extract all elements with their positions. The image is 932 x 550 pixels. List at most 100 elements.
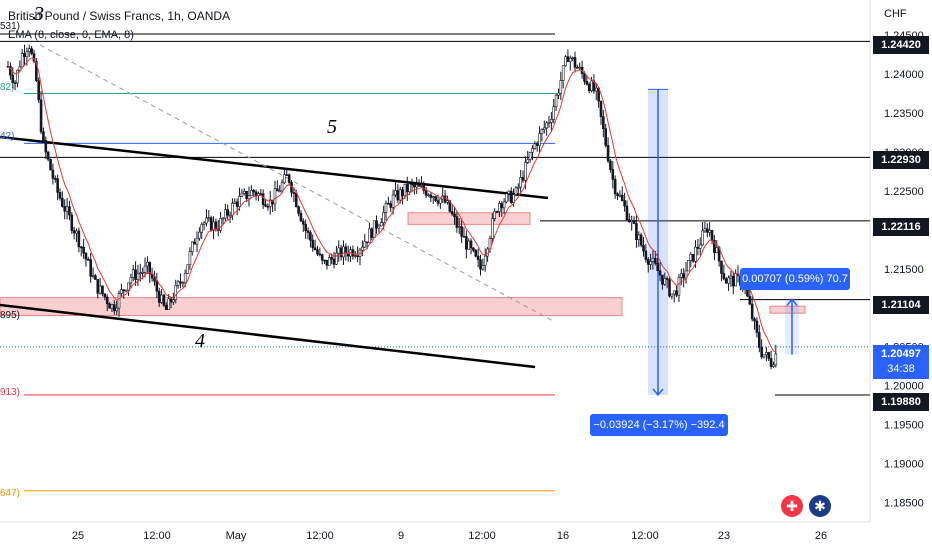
candle-body xyxy=(311,239,315,249)
candle-body xyxy=(356,255,359,257)
candle-body xyxy=(372,220,376,238)
candle-body xyxy=(620,194,624,201)
candle-body xyxy=(96,279,100,294)
candle-body xyxy=(616,193,619,196)
candle-body xyxy=(346,252,350,257)
candle-body xyxy=(20,53,24,68)
candle-body xyxy=(120,289,123,294)
candle-body xyxy=(226,209,230,216)
left-label-2: 82) xyxy=(0,82,15,93)
candle-body xyxy=(37,80,41,101)
candle-body xyxy=(271,199,274,205)
candle-body xyxy=(131,269,135,278)
candle-body xyxy=(698,244,702,249)
bar-countdown: 34:38 xyxy=(887,363,915,375)
candle-body xyxy=(642,244,645,252)
left-label-6: 647) xyxy=(0,488,21,499)
candle-body xyxy=(481,265,485,270)
candle-body xyxy=(174,285,178,300)
candle-body xyxy=(682,273,685,279)
candle-body xyxy=(370,228,374,238)
candle-body xyxy=(115,307,118,312)
candle-body xyxy=(500,203,504,209)
left-label-3: 42) xyxy=(0,131,15,142)
candle-body xyxy=(302,220,305,225)
candle-body xyxy=(141,272,144,274)
candle-body xyxy=(143,265,147,273)
candle-body xyxy=(637,234,641,241)
candle-body xyxy=(294,192,298,208)
candle-body xyxy=(403,184,407,197)
candle-body xyxy=(268,199,272,207)
candle-body xyxy=(429,194,433,198)
candle-body xyxy=(16,69,19,84)
candle-body xyxy=(276,188,279,192)
candle-body xyxy=(70,214,74,231)
candle-body xyxy=(694,246,697,262)
candle-body xyxy=(396,190,400,201)
y-tick-label: 1.21500 xyxy=(884,264,924,276)
candle-body xyxy=(696,246,700,249)
candle-body xyxy=(56,178,59,193)
candle-body xyxy=(691,254,695,262)
candle-body xyxy=(724,278,728,284)
candle-body xyxy=(285,174,289,176)
candle-body xyxy=(405,184,409,193)
candle-body xyxy=(455,216,459,228)
candle-body xyxy=(507,190,511,194)
candle-body xyxy=(113,304,116,312)
candle-body xyxy=(540,129,544,134)
candle-body xyxy=(524,162,527,181)
candle-body xyxy=(571,57,574,59)
candle-body xyxy=(231,202,234,216)
candle-body xyxy=(219,218,222,231)
candle-body xyxy=(18,66,22,71)
y-tick-label: 1.23500 xyxy=(884,108,924,120)
candle-body xyxy=(680,273,683,278)
candle-body xyxy=(514,187,518,195)
measure-label-down[interactable]: −0.03924 (−3.17%) −392.4 xyxy=(590,414,728,436)
candle-body xyxy=(467,240,470,250)
uk-flag-icon[interactable]: ✱ xyxy=(809,495,831,517)
candle-body xyxy=(611,169,615,180)
candle-body xyxy=(469,240,473,249)
price-tag-4: 1.21104 xyxy=(873,296,929,314)
indicator-legend[interactable]: EMA (8, close, 0, EMA, 8) xyxy=(8,29,134,41)
candle-body xyxy=(68,206,71,216)
candle-body xyxy=(384,203,388,213)
measure-label-up[interactable]: 0.00707 (0.59%) 70.7 xyxy=(740,268,850,290)
candle-body xyxy=(129,276,133,284)
candle-body xyxy=(181,282,185,285)
candle-body xyxy=(200,224,204,233)
swiss-flag-icon[interactable]: ✚ xyxy=(781,495,803,517)
candle-body xyxy=(77,230,81,248)
candle-body xyxy=(323,259,326,262)
candle-body xyxy=(594,87,598,92)
candle-body xyxy=(573,57,577,68)
candle-body xyxy=(609,160,612,170)
candle-body xyxy=(186,264,189,274)
candle-body xyxy=(105,296,109,305)
candle-body xyxy=(245,191,248,200)
measure-arrowhead xyxy=(652,388,664,397)
candle-body xyxy=(398,189,402,201)
candle-body xyxy=(552,106,556,120)
candle-body xyxy=(252,190,255,193)
candle-body xyxy=(35,60,38,81)
candle-body xyxy=(483,255,487,266)
candle-body xyxy=(559,80,563,94)
candle-body xyxy=(531,148,534,153)
candle-body xyxy=(568,57,572,63)
candle-body xyxy=(42,131,45,141)
candle-body xyxy=(769,358,773,367)
y-tick-label: 1.18500 xyxy=(884,497,924,509)
candle-body xyxy=(172,299,175,303)
candle-body xyxy=(689,254,693,261)
candle-body xyxy=(89,259,92,277)
candle-body xyxy=(58,192,62,199)
candle-body xyxy=(415,184,419,188)
candle-body xyxy=(363,241,367,248)
candle-body xyxy=(649,261,652,265)
candle-body xyxy=(687,260,690,272)
currency-label: CHF xyxy=(884,8,907,20)
